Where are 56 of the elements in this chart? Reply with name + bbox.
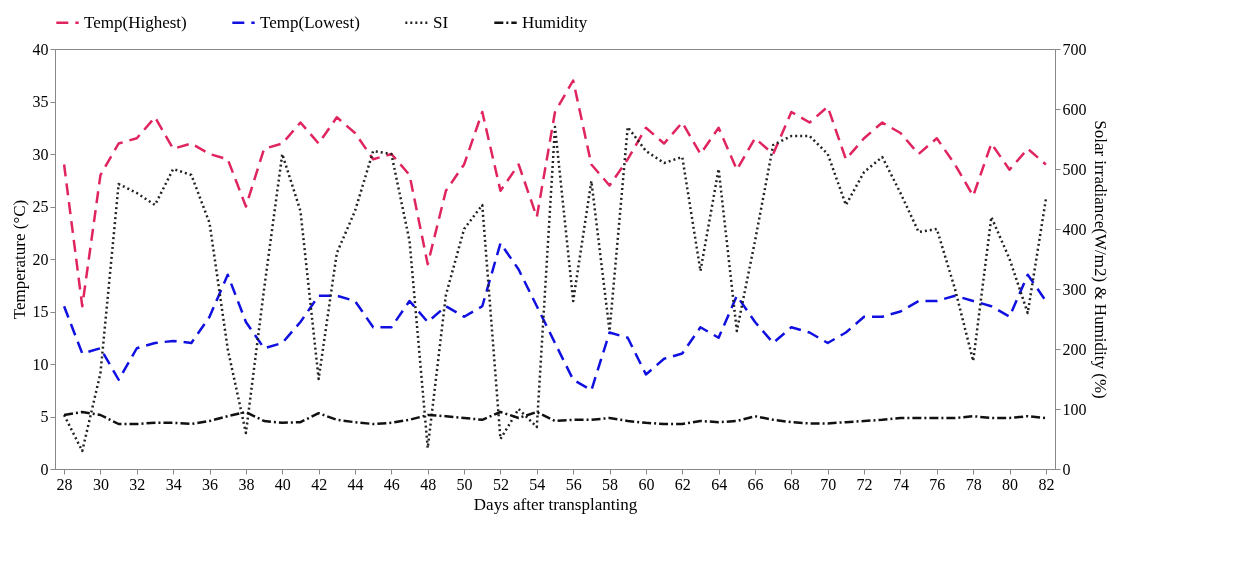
legend-label: Temp(Highest) <box>84 12 187 32</box>
y-tick-label: 5 <box>40 408 49 425</box>
y2-tick-label: 0 <box>1062 460 1071 478</box>
line-series <box>62 242 1048 392</box>
x-axis-title: Days after transplanting <box>473 494 638 514</box>
x-tick-label: 38 <box>238 475 255 493</box>
x-tick-label: 34 <box>165 475 182 493</box>
x-tick-label: 48 <box>420 475 437 493</box>
x-tick-label: 76 <box>929 475 946 493</box>
x-tick-label: 42 <box>311 475 328 493</box>
y2-tick-label: 400 <box>1062 220 1087 238</box>
x-tick-label: 74 <box>892 475 909 493</box>
x-tick-label: 32 <box>129 475 146 493</box>
y2-tick-label: 300 <box>1062 280 1087 298</box>
x-tick-label: 36 <box>202 475 219 493</box>
x-tick-label: 60 <box>638 475 655 493</box>
line-series <box>62 79 1048 308</box>
legend-label: Temp(Lowest) <box>260 12 360 32</box>
x-tick-label: 40 <box>274 475 291 493</box>
y2-tick-label: 600 <box>1062 100 1087 118</box>
legend-label: Humidity <box>522 12 588 32</box>
x-tick-label: 58 <box>602 475 619 493</box>
line-series <box>62 125 1048 453</box>
x-tick-label: 46 <box>383 475 400 493</box>
y2-axis-title: Solar irradiance(W/m2) & Humidity (%) <box>1090 120 1110 399</box>
y-tick-label: 20 <box>32 250 49 268</box>
x-tick-label: 62 <box>674 475 691 493</box>
y-tick-label: 30 <box>32 145 49 163</box>
x-tick-label: 64 <box>711 475 728 493</box>
x-tick-label: 44 <box>347 475 364 493</box>
y-axis-title: Temperature (°C) <box>9 199 29 320</box>
y2-tick-label: 500 <box>1062 160 1087 178</box>
x-tick-label: 78 <box>965 475 982 493</box>
x-tick-label: 66 <box>747 475 764 493</box>
x-tick-label: 52 <box>492 475 509 493</box>
y-tick-label: 25 <box>32 198 49 215</box>
x-tick-label: 70 <box>820 475 837 493</box>
line-series <box>62 410 1048 426</box>
y2-tick-label: 200 <box>1062 340 1087 358</box>
x-tick-label: 54 <box>529 475 546 493</box>
y-tick-label: 35 <box>32 93 49 110</box>
legend-label: SI <box>433 12 449 32</box>
x-tick-label: 50 <box>456 475 473 493</box>
y-tick-label: 15 <box>32 303 49 320</box>
x-tick-label: 82 <box>1038 475 1055 493</box>
x-tick-label: 80 <box>1002 475 1019 493</box>
x-tick-label: 56 <box>565 475 582 493</box>
y-tick-label: 40 <box>32 40 49 58</box>
y2-tick-label: 100 <box>1062 400 1087 418</box>
x-tick-label: 68 <box>783 475 800 493</box>
x-tick-label: 30 <box>92 475 109 493</box>
y2-tick-label: 700 <box>1062 40 1087 58</box>
y-tick-label: 0 <box>40 460 49 478</box>
x-tick-label: 28 <box>56 475 73 493</box>
y-tick-label: 10 <box>32 355 49 373</box>
x-tick-label: 72 <box>856 475 873 493</box>
